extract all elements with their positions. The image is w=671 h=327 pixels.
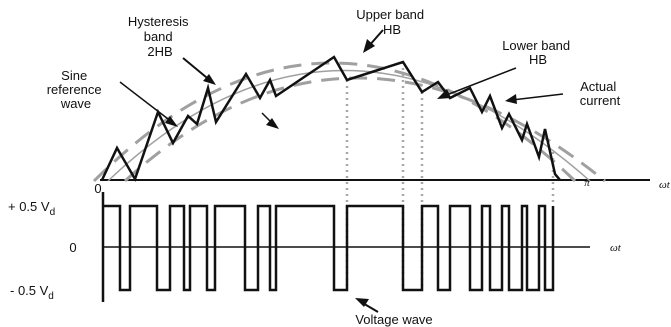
hysteresis-arrowhead bbox=[203, 74, 216, 85]
lower-band-label: Lower band HB bbox=[502, 38, 574, 67]
omega-t-bottom-label: ωt bbox=[610, 242, 622, 254]
sine-reference-label: Sine reference wave bbox=[47, 68, 106, 111]
hysteresis-label: Hysteresis band 2HB bbox=[128, 14, 192, 59]
sine-ref-arrowhead bbox=[165, 116, 178, 127]
zero-voltage-label: 0 bbox=[69, 240, 76, 255]
lower-band-curve bbox=[123, 76, 606, 183]
voltage-wave-arrowhead bbox=[355, 298, 369, 307]
actual-current-waveform bbox=[100, 55, 561, 182]
actual-current-leader bbox=[511, 93, 564, 101]
sine-ref-leader bbox=[119, 81, 173, 123]
upper-band-arrowhead bbox=[363, 39, 375, 53]
lower-band-leader bbox=[443, 67, 517, 97]
origin-label: 0 bbox=[94, 181, 101, 196]
actual-current-label: Actual current bbox=[580, 79, 621, 108]
omega-t-top-label: ωt bbox=[659, 179, 671, 191]
upper-band-label: Upper band HB bbox=[356, 7, 428, 37]
sine-reference-curve bbox=[107, 69, 591, 182]
voltage-pulse-waveform bbox=[103, 204, 555, 292]
voltage-wave-label: Voltage wave bbox=[355, 312, 432, 327]
upper-band-curve bbox=[92, 61, 577, 183]
plus-voltage-label: + 0.5 Vd bbox=[8, 199, 55, 218]
pi-label: π bbox=[584, 177, 590, 189]
lower-band-arrowhead bbox=[437, 89, 451, 99]
inner-arrowhead bbox=[266, 118, 279, 129]
actual-current-arrowhead bbox=[505, 94, 517, 104]
arrows bbox=[119, 29, 564, 313]
minus-voltage-label: - 0.5 Vd bbox=[10, 283, 54, 302]
